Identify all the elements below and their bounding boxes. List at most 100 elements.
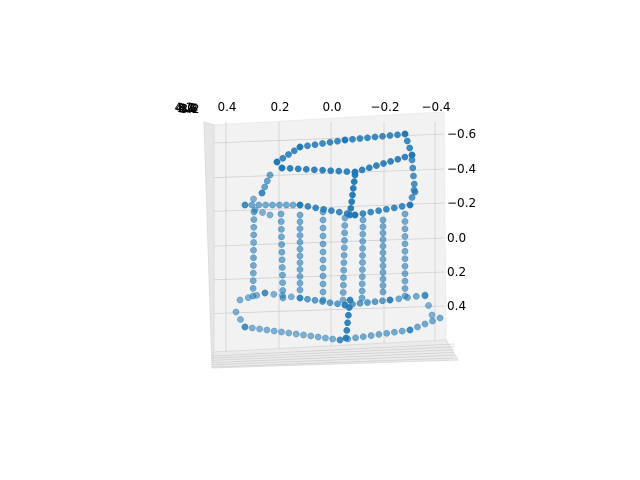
scatter-point bbox=[358, 287, 366, 295]
z-tick-label: 0.2 bbox=[447, 265, 466, 279]
scatter-point bbox=[401, 233, 409, 240]
scatter-point bbox=[319, 208, 327, 216]
scatter-point bbox=[277, 218, 285, 225]
left-pane bbox=[203, 121, 215, 369]
scatter-point bbox=[319, 140, 326, 147]
z-tick-label: −0.2 bbox=[447, 196, 476, 210]
scatter-point bbox=[340, 251, 348, 259]
scatter-point bbox=[401, 130, 409, 138]
scatter-point bbox=[358, 280, 366, 288]
scatter-point bbox=[319, 264, 327, 272]
z-gridline bbox=[213, 305, 445, 314]
scatter-point bbox=[296, 266, 304, 273]
scatter-point bbox=[364, 299, 371, 306]
scatter-point bbox=[352, 334, 359, 342]
scatter-point bbox=[404, 294, 411, 301]
scatter-point bbox=[391, 328, 398, 336]
scatter-point bbox=[394, 131, 401, 139]
scatter-point bbox=[401, 277, 409, 285]
scatter-point bbox=[359, 230, 367, 238]
scatter-point bbox=[410, 180, 418, 188]
z-axis-ticks: −0.6 −0.4 −0.2 0.0 0.2 0.4 bbox=[447, 127, 476, 313]
scatter-point bbox=[249, 277, 257, 285]
scatter-point bbox=[319, 272, 327, 280]
x-axis-ticks: 0.4 0.2 0.0 −0.2 −0.4 bbox=[217, 100, 450, 114]
scatter-point bbox=[296, 259, 304, 267]
scatter-point bbox=[347, 204, 355, 212]
scatter-point bbox=[379, 229, 387, 237]
scatter-points bbox=[232, 130, 444, 344]
scatter-point bbox=[314, 333, 322, 341]
scatter-point bbox=[386, 132, 394, 139]
scatter-point bbox=[241, 323, 249, 331]
scatter-point bbox=[319, 216, 327, 224]
scatter-point bbox=[250, 254, 257, 262]
scatter-point bbox=[379, 216, 387, 224]
scatter-point bbox=[278, 241, 286, 248]
scatter-point bbox=[349, 135, 356, 143]
scatter-point bbox=[311, 166, 318, 174]
scatter-point bbox=[379, 242, 387, 250]
scatter-point bbox=[356, 299, 364, 307]
scatter-point bbox=[334, 300, 341, 308]
scatter-point bbox=[296, 286, 304, 294]
scatter-point bbox=[412, 292, 420, 300]
scatter-point bbox=[249, 285, 257, 292]
scatter-point bbox=[401, 240, 409, 248]
scatter-point bbox=[296, 252, 304, 260]
scatter-point bbox=[335, 167, 343, 175]
scatter-point bbox=[250, 195, 257, 203]
scatter-point bbox=[336, 336, 344, 344]
scatter-point bbox=[408, 194, 416, 201]
scatter-point bbox=[335, 208, 343, 216]
scatter-point bbox=[292, 330, 300, 338]
scatter-point bbox=[278, 328, 285, 336]
scatter-point bbox=[379, 223, 387, 230]
scatter-point bbox=[319, 248, 327, 256]
z-tick-label: 0.4 bbox=[447, 299, 466, 313]
scatter-point bbox=[425, 302, 432, 309]
scatter-point bbox=[326, 299, 334, 307]
y-gridline bbox=[211, 357, 455, 368]
scatter-point bbox=[237, 316, 244, 323]
scatter-point bbox=[340, 281, 347, 289]
scatter-point bbox=[359, 252, 366, 259]
scatter-point bbox=[304, 142, 311, 150]
scatter-point bbox=[351, 211, 359, 219]
x-tick-label: 0.4 bbox=[217, 100, 236, 114]
scatter-point bbox=[250, 231, 258, 239]
scatter-point bbox=[250, 262, 257, 269]
y-gridline bbox=[211, 354, 455, 366]
scatter-point bbox=[248, 324, 256, 332]
z-tick-label: 0.0 bbox=[447, 231, 466, 245]
scatter-point bbox=[279, 292, 286, 299]
scatter-point bbox=[263, 326, 271, 334]
scatter-point bbox=[244, 294, 252, 302]
scatter-point bbox=[359, 216, 367, 224]
scatter-point bbox=[278, 248, 286, 256]
scatter-point bbox=[319, 240, 327, 248]
scatter-point bbox=[341, 237, 348, 244]
scatter-point bbox=[278, 264, 286, 271]
scatter-point bbox=[349, 191, 356, 199]
scatter-point bbox=[348, 198, 356, 206]
scatter-point bbox=[278, 256, 286, 264]
scatter-point bbox=[379, 262, 387, 270]
scatter-point bbox=[278, 233, 285, 241]
scatter-point bbox=[232, 308, 240, 316]
scatter-point bbox=[359, 333, 367, 341]
scatter-point bbox=[346, 296, 354, 304]
scatter-point bbox=[408, 156, 416, 164]
scatter-point bbox=[398, 203, 406, 210]
y-tick-label: 3.2 bbox=[180, 102, 199, 116]
scatter-point bbox=[282, 201, 290, 209]
scatter-point bbox=[383, 329, 391, 337]
scatter-point bbox=[359, 266, 366, 273]
scatter-point bbox=[322, 334, 329, 342]
scatter-point bbox=[401, 225, 409, 233]
scatter-point bbox=[270, 290, 278, 298]
scatter-point bbox=[394, 155, 402, 163]
scatter-point bbox=[341, 222, 349, 229]
scatter-point bbox=[401, 247, 409, 255]
